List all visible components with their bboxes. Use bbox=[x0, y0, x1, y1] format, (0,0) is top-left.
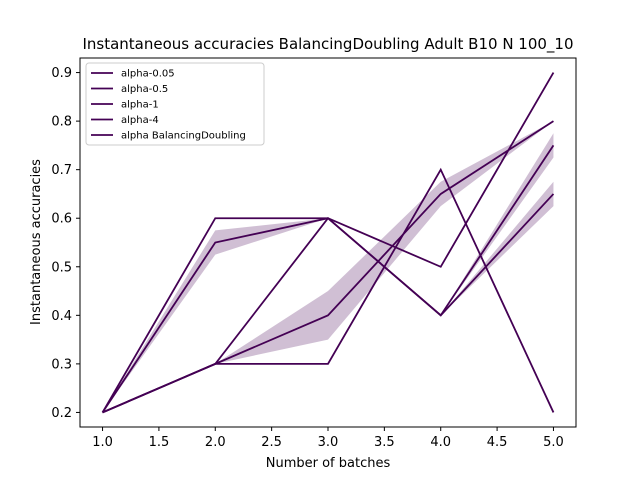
legend-label-alpha-balancingdoubling: alpha BalancingDoubling bbox=[121, 131, 246, 142]
band-alpha-1 bbox=[102, 133, 554, 413]
x-axis-label: Number of batches bbox=[266, 456, 391, 471]
legend-label-alpha-1: alpha-1 bbox=[121, 100, 159, 111]
y-axis-label: Instantaneous accuracies bbox=[29, 159, 44, 325]
x-tick-label: 3.0 bbox=[318, 435, 339, 450]
x-tick-label: 5.0 bbox=[543, 435, 564, 450]
series-line-alpha-1 bbox=[101, 144, 555, 413]
legend-label-alpha-0-5: alpha-0.5 bbox=[121, 84, 168, 95]
legend-label-alpha-4: alpha-4 bbox=[121, 115, 159, 126]
x-tick-label: 2.5 bbox=[261, 435, 282, 450]
y-tick-label: 0.7 bbox=[51, 163, 72, 178]
legend-label-alpha-0-05: alpha-0.05 bbox=[121, 69, 175, 80]
x-tick-label: 4.0 bbox=[430, 435, 451, 450]
y-tick-label: 0.9 bbox=[51, 66, 72, 81]
y-tick-label: 0.5 bbox=[51, 260, 72, 275]
y-tick-label: 0.8 bbox=[51, 115, 72, 130]
x-axis-ticks: 1.0 1.5 2.0 2.5 3.0 3.5 4.0 4.5 5.0 bbox=[92, 427, 564, 450]
x-tick-label: 3.5 bbox=[374, 435, 395, 450]
y-tick-label: 0.3 bbox=[51, 357, 72, 372]
x-tick-label: 1.0 bbox=[92, 435, 113, 450]
legend: alpha-0.05 alpha-0.5 alpha-1 alpha-4 alpha B… bbox=[85, 62, 265, 146]
legend-box bbox=[85, 62, 265, 146]
x-tick-label: 1.5 bbox=[149, 435, 170, 450]
y-tick-label: 0.4 bbox=[51, 309, 72, 324]
x-tick-label: 2.0 bbox=[205, 435, 226, 450]
series-line-alpha-balancingdoubling bbox=[102, 167, 555, 414]
y-tick-label: 0.6 bbox=[51, 212, 72, 227]
x-tick-label: 4.5 bbox=[487, 435, 508, 450]
chart-title: Instantaneous accuracies BalancingDoubli… bbox=[82, 35, 573, 54]
band-alpha-0-5 bbox=[102, 181, 554, 413]
series-lines bbox=[101, 72, 555, 414]
y-axis-ticks: 0.2 0.3 0.4 0.5 0.6 0.7 0.8 0.9 bbox=[51, 66, 80, 421]
y-tick-label: 0.2 bbox=[51, 406, 72, 421]
